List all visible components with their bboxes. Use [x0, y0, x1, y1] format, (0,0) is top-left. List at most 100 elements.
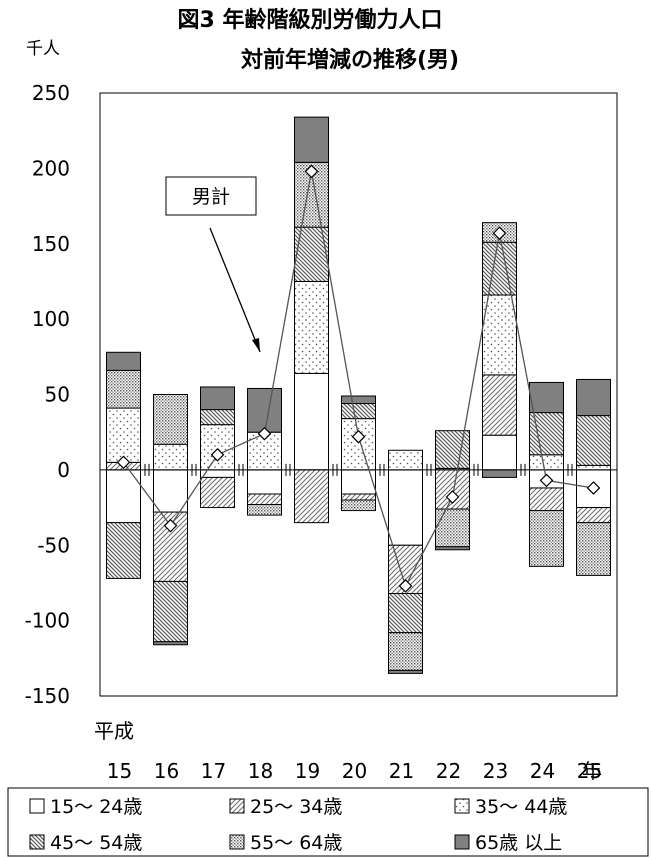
chart-title: 図3 年齢階級別労働力人口	[178, 7, 443, 33]
legend-swatch-age25-34	[229, 798, 245, 814]
bar-segment-age35-44	[529, 454, 564, 471]
bar-segment-age25-34	[247, 493, 282, 506]
x-category-label: 15	[107, 759, 132, 783]
x-axis-suffix: 年	[582, 759, 602, 783]
y-tick-label: 50	[45, 383, 70, 407]
bar-segment-age25-34	[529, 487, 564, 512]
bar-segment-age65plus	[529, 381, 564, 414]
total-point-marker	[351, 429, 366, 444]
bar-segment-age15-24	[388, 469, 423, 546]
bar-segment-age45-54	[341, 403, 376, 420]
legend-swatch-age65plus	[454, 834, 470, 850]
x-category-label: 24	[530, 759, 555, 783]
bar-segment-age25-34	[576, 507, 611, 524]
bar-segment-age65plus	[294, 116, 329, 163]
bar-segment-age35-44	[106, 407, 141, 463]
legend-swatch-age35-44	[454, 798, 470, 814]
total-point-marker	[163, 518, 178, 533]
bar-segment-age65plus	[247, 387, 282, 433]
legend-label-age15-24: 15～ 24歳	[50, 796, 142, 818]
x-category-label: 18	[248, 759, 273, 783]
bar-segment-age35-44	[294, 280, 329, 374]
x-category-label: 21	[389, 759, 414, 783]
total-point-marker	[492, 226, 507, 241]
total-series-line	[122, 171, 594, 588]
y-tick-label: -50	[37, 533, 70, 557]
bar-segment-age35-44	[482, 294, 517, 376]
total-point-marker	[304, 164, 319, 179]
legend-swatch-age15-24	[29, 798, 45, 814]
bar-segment-age45-54	[388, 592, 423, 634]
bar-segment-age35-44	[388, 449, 423, 471]
bar-segment-age15-24	[247, 469, 282, 495]
bar-segment-age45-54	[435, 430, 470, 469]
legend-frame	[7, 787, 649, 857]
bar-segment-age65plus	[153, 641, 188, 646]
bar-segment-age25-34	[341, 493, 376, 501]
y-tick-label: 100	[32, 307, 70, 331]
bar-segment-age45-54	[200, 409, 235, 426]
y-tick-label: 250	[32, 81, 70, 105]
bar-segment-age55-64	[153, 394, 188, 445]
x-category-label: 22	[436, 759, 461, 783]
y-axis-ticks: 250 200 150 100 50 0 -50 -100 -150	[25, 81, 70, 708]
bar-segment-age35-44	[576, 464, 611, 471]
y-tick-label: 150	[32, 232, 70, 256]
x-axis-labels: 15 16 17 18 19 20 21 22 23 24 25	[107, 759, 602, 783]
legend-label-age25-34: 25～ 34歳	[250, 796, 342, 818]
bar-segment-age65plus	[435, 546, 470, 551]
bar-segment-age55-64	[576, 522, 611, 576]
y-axis-unit: 千人	[26, 39, 60, 59]
y-tick-label: 200	[32, 156, 70, 180]
bar-segment-age65plus	[341, 395, 376, 405]
bar-segment-age25-34	[200, 476, 235, 509]
annotation-callout: 男計	[165, 176, 261, 353]
x-axis-prefix: 平成	[94, 719, 134, 743]
bar-segment-age15-24	[294, 372, 329, 471]
bar-segment-age55-64	[341, 499, 376, 512]
bar-segment-age45-54	[153, 580, 188, 643]
y-tick-label: -150	[25, 684, 70, 708]
bar-segment-age55-64	[529, 510, 564, 567]
x-category-label: 16	[154, 759, 179, 783]
bar-segment-age65plus	[576, 378, 611, 417]
legend-label-age35-44: 35～ 44歳	[475, 796, 567, 818]
y-tick-label: -100	[25, 609, 70, 633]
total-point-marker	[539, 473, 554, 488]
legend-label-age45-54: 45～ 54歳	[50, 832, 142, 854]
legend-swatch-age55-64	[229, 834, 245, 850]
bar-segment-age25-34	[294, 469, 329, 524]
total-point-marker	[398, 579, 413, 593]
bar-segment-age65plus	[482, 469, 517, 478]
total-point-marker	[445, 490, 460, 504]
annotation-label: 男計	[192, 186, 230, 208]
y-tick-label: 0	[57, 458, 70, 482]
bar-segment-age65plus	[106, 351, 141, 371]
bar-segment-age55-64	[388, 632, 423, 671]
bar-segment-age55-64	[106, 369, 141, 409]
bar-segment-age45-54	[576, 415, 611, 466]
bar-segment-age35-44	[153, 443, 188, 471]
annotation-arrowhead	[252, 338, 260, 352]
bar-segment-age55-64	[247, 504, 282, 516]
annotation-arrow	[209, 227, 261, 353]
total-point-marker	[116, 455, 131, 470]
x-category-label: 23	[483, 759, 508, 783]
plot-area-frame	[99, 92, 618, 697]
bar-segment-age45-54	[482, 241, 517, 296]
x-category-label: 19	[295, 759, 320, 783]
total-point-marker	[210, 447, 225, 462]
total-point-marker	[257, 426, 272, 441]
legend-swatch-age45-54	[29, 834, 45, 850]
bar-segment-age55-64	[435, 508, 470, 548]
bar-segment-age35-44	[200, 424, 235, 471]
annotation-box	[165, 176, 257, 216]
bar-segment-age25-34	[482, 374, 517, 436]
x-category-label: 25	[577, 759, 602, 783]
bar-segment-age65plus	[200, 386, 235, 411]
bar-segment-age65plus	[388, 669, 423, 674]
bar-segment-age45-54	[106, 522, 141, 579]
legend: 15～ 24歳 25～ 34歳 35～ 44歳 45～ 54歳 55～ 64歳 65歳 以…	[7, 787, 649, 857]
x-category-label: 20	[342, 759, 367, 783]
